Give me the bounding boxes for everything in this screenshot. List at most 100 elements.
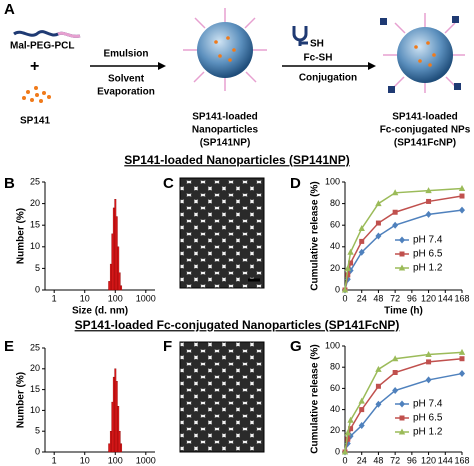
bar bbox=[111, 401, 114, 453]
marker bbox=[359, 407, 365, 413]
x-tick-label: 168 bbox=[454, 455, 469, 465]
x-tick-label: 48 bbox=[373, 293, 383, 303]
legend-label: pH 6.5 bbox=[413, 249, 443, 260]
marker bbox=[347, 248, 354, 255]
marker bbox=[347, 416, 354, 423]
series-line bbox=[344, 372, 463, 453]
x-tick-label: 72 bbox=[390, 455, 400, 465]
fcnp-label: Fc-conjugated NPs bbox=[380, 125, 471, 136]
x-tick-label: 0 bbox=[342, 293, 347, 303]
legend-marker bbox=[399, 251, 405, 257]
x-tick-label: 144 bbox=[438, 293, 453, 303]
marker bbox=[392, 221, 399, 229]
bar bbox=[120, 285, 123, 291]
y-tick-label: 5 bbox=[35, 426, 40, 436]
y-axis-label: Number (%) bbox=[16, 372, 27, 428]
marker bbox=[345, 272, 351, 278]
y-tick-label: 10 bbox=[30, 405, 40, 415]
marker bbox=[345, 436, 351, 442]
y-tick-label: 20 bbox=[30, 198, 40, 208]
legend-marker bbox=[399, 415, 405, 421]
y-tick-label: 0 bbox=[35, 446, 40, 456]
x-tick-label: 1000 bbox=[136, 455, 156, 465]
legend-marker bbox=[398, 428, 406, 435]
marker bbox=[359, 238, 365, 244]
marker bbox=[358, 397, 365, 404]
ligand-label: Fc-SH bbox=[304, 53, 333, 64]
y-tick-label: 40 bbox=[330, 241, 340, 251]
y-tick-label: 10 bbox=[30, 241, 40, 251]
arrow-head bbox=[368, 62, 376, 70]
marker bbox=[425, 376, 432, 384]
x-tick-label: 100 bbox=[108, 455, 123, 465]
y-tick-label: 0 bbox=[35, 284, 40, 294]
marker bbox=[391, 355, 399, 362]
fcnp-label: (SP141FcNP) bbox=[394, 138, 456, 149]
marker bbox=[458, 348, 466, 355]
legend-marker bbox=[399, 236, 405, 244]
panel-label: G bbox=[290, 338, 302, 355]
x-tick-label: 48 bbox=[373, 455, 383, 465]
polymer-label: Mal-PEG-PCL bbox=[10, 41, 74, 52]
y-tick-label: 60 bbox=[330, 383, 340, 393]
bar bbox=[117, 406, 120, 453]
marker bbox=[348, 260, 354, 266]
legend-label: pH 6.5 bbox=[413, 413, 443, 424]
y-tick-label: 15 bbox=[30, 384, 40, 394]
x-tick-label: 1 bbox=[52, 293, 57, 303]
tem-image bbox=[179, 177, 265, 289]
x-tick-label: 1000 bbox=[136, 293, 156, 303]
x-tick-label: 0 bbox=[342, 455, 347, 465]
x-tick-label: 144 bbox=[438, 455, 453, 465]
y-tick-label: 20 bbox=[330, 263, 340, 273]
y-tick-label: 15 bbox=[30, 220, 40, 230]
legend-label: pH 7.4 bbox=[413, 235, 443, 246]
marker bbox=[392, 387, 399, 395]
drug-label: SP141 bbox=[20, 116, 50, 127]
ligand-group: SH bbox=[310, 39, 324, 50]
marker bbox=[459, 206, 465, 214]
legend-marker bbox=[398, 264, 406, 271]
bar bbox=[109, 263, 112, 291]
legend-label: pH 1.2 bbox=[413, 427, 443, 438]
x-axis-label: Time (h) bbox=[384, 306, 423, 317]
ligand-icon bbox=[292, 26, 308, 46]
tem-image bbox=[179, 341, 265, 453]
bar bbox=[118, 272, 121, 291]
bar bbox=[115, 381, 118, 453]
marker bbox=[341, 286, 349, 293]
marker bbox=[425, 350, 432, 357]
panel-label: F bbox=[163, 338, 172, 355]
marker bbox=[392, 370, 398, 375]
fcnp-label: SP141-loaded bbox=[392, 112, 458, 123]
marker bbox=[348, 426, 354, 432]
y-tick-label: 80 bbox=[330, 362, 340, 372]
y-tick-label: 40 bbox=[330, 404, 340, 414]
y-tick-label: 0 bbox=[335, 446, 340, 456]
y-tick-label: 100 bbox=[325, 340, 340, 350]
marker bbox=[375, 220, 381, 226]
marker bbox=[358, 224, 365, 231]
bar bbox=[115, 216, 118, 291]
y-tick-label: 20 bbox=[330, 425, 340, 435]
step-label: Conjugation bbox=[299, 73, 357, 84]
marker bbox=[375, 383, 381, 389]
legend-label: pH 7.4 bbox=[413, 399, 443, 410]
np-label: (SP141NP) bbox=[200, 138, 251, 149]
peg-brush bbox=[183, 8, 267, 91]
marker bbox=[358, 422, 365, 429]
panel-label: E bbox=[4, 338, 14, 355]
x-tick-label: 96 bbox=[407, 455, 417, 465]
peg-brush bbox=[383, 13, 465, 93]
marker bbox=[375, 200, 382, 207]
np-label: SP141-loaded bbox=[192, 112, 258, 123]
x-tick-label: 10 bbox=[80, 293, 90, 303]
marker bbox=[391, 189, 399, 196]
bar bbox=[120, 443, 123, 453]
section-title: SP141-loaded Nanoparticles (SP141NP) bbox=[124, 153, 349, 167]
marker bbox=[458, 184, 466, 191]
marker bbox=[344, 264, 351, 271]
x-tick-label: 72 bbox=[390, 293, 400, 303]
x-tick-label: 100 bbox=[108, 293, 123, 303]
